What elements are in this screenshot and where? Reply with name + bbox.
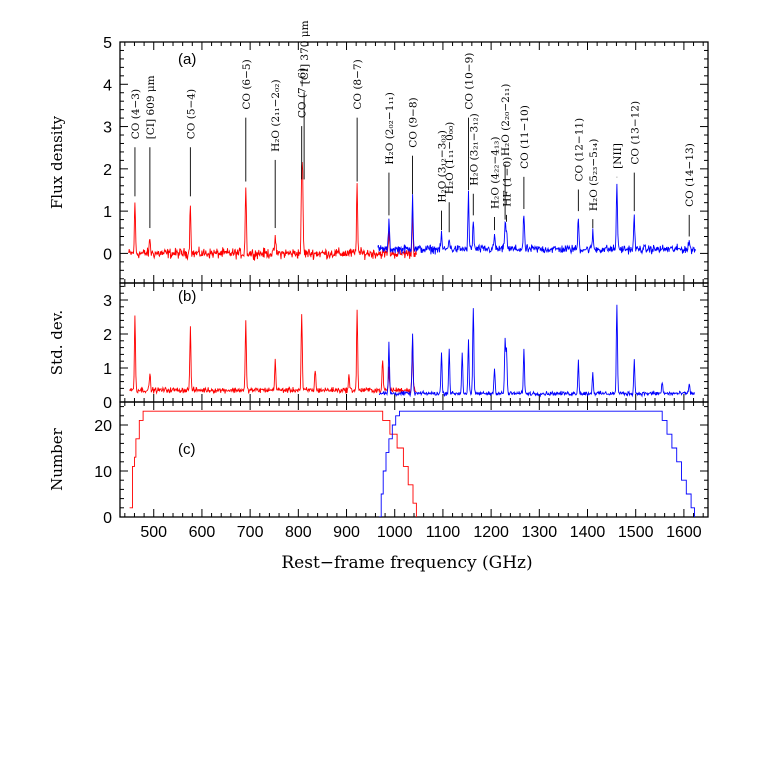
line-annotation: CO (5−4) [185, 89, 197, 139]
series-red-panel-a [128, 161, 417, 261]
x-tick-label: 900 [333, 524, 360, 541]
x-tick-label: 1200 [473, 524, 509, 541]
series-blue-panel-b [378, 304, 695, 398]
y-tick-label: 5 [103, 35, 112, 52]
line-annotation: H₂O (2₁₁−2₀₂) [270, 79, 282, 152]
x-tick-label: 1300 [522, 524, 558, 541]
x-tick-label: 500 [140, 524, 167, 541]
line-annotation: H₂O (2₂₀−2₁₁) [500, 84, 512, 157]
x-axis-label: Rest−frame frequency (GHz) [281, 553, 532, 573]
panel-label: (b) [178, 288, 196, 305]
line-annotation: [CI] 609 μm [145, 75, 157, 139]
series-blue-panel-c [379, 410, 695, 517]
y-tick-label: 0 [103, 246, 112, 263]
line-annotation: CO (14−13) [684, 143, 696, 207]
line-annotation: CO (7−6) [297, 68, 309, 118]
line-annotation: H₂O (3₁₂−3₀₃) [436, 130, 448, 203]
line-annotation: CO (11−10) [519, 105, 531, 169]
x-tick-label: 700 [237, 524, 264, 541]
x-tick-label: 1400 [570, 524, 606, 541]
panel-c-number: 0 10 20 Number (c) [48, 401, 709, 527]
line-annotation: CO (13−12) [629, 101, 641, 165]
panel-c-frame [119, 401, 709, 518]
line-annotation: CO (12−11) [573, 118, 585, 182]
line-annotation: CO (6−5) [241, 59, 253, 109]
y-tick-label: 3 [103, 293, 112, 310]
x-tick-label: 1600 [666, 524, 702, 541]
y-tick-label: 1 [103, 361, 112, 378]
x-tick-labels: 500 600 700 800 900 1000 1100 1200 1300 1400 1500 1… [140, 524, 701, 541]
panel-b-std-dev: 0 1 2 3 Std. dev. (b) [48, 282, 709, 412]
y-tick-label: 4 [103, 77, 112, 94]
series-red-panel-c [129, 410, 417, 517]
y-axis-label: Std. dev. [48, 310, 66, 375]
line-annotation: H₂O (3₂₁−3₁₂) [468, 113, 480, 186]
x-tick-label: 1000 [377, 524, 413, 541]
y-axis-label: Flux density [48, 115, 66, 209]
y-axis-label: Number [48, 427, 66, 490]
x-tick-label: 800 [285, 524, 312, 541]
x-tick-label: 1100 [426, 524, 461, 541]
line-annotation: CO (10−9) [463, 53, 475, 110]
panel-label: (a) [178, 51, 196, 68]
y-tick-label: 1 [103, 204, 112, 221]
line-annotation: CO (8−7) [352, 59, 364, 109]
line-annotation: H₂O (2₀₂−1₁₁) [384, 92, 396, 165]
line-annotation: CO (9−8) [408, 97, 420, 147]
line-annotation: [CI] 370 μm [299, 20, 311, 84]
y-tick-label: 0 [103, 510, 112, 527]
line-annotation: CO (4−3) [130, 89, 142, 139]
y-tick-label: 2 [103, 327, 112, 344]
series-red-panel-b [129, 309, 417, 395]
y-tick-label: 2 [103, 162, 112, 179]
line-annotation: HF (1−0) [502, 157, 514, 207]
panel-a-flux-density: 0 1 2 3 4 5 Flux density (a) CO (4−3) [CI] 609 μm… [48, 20, 709, 284]
line-annotation: [NII] [612, 143, 624, 169]
y-tick-label: 3 [103, 120, 112, 137]
line-annotation: H₂O (5₂₃−5₁₄) [588, 139, 600, 212]
y-tick-label: 0 [103, 395, 112, 412]
y-tick-label: 20 [94, 418, 112, 435]
x-tick-label: 600 [189, 524, 216, 541]
line-annotation: H₂O (1₁₁−0₀₀) [444, 122, 456, 195]
line-annotation: H₂O (4₂₂−4₁₃) [489, 136, 501, 209]
x-tick-label: 1500 [618, 524, 654, 541]
panel-label: (c) [178, 441, 196, 458]
y-tick-label: 10 [94, 464, 112, 481]
series-blue-panel-a [377, 183, 697, 255]
